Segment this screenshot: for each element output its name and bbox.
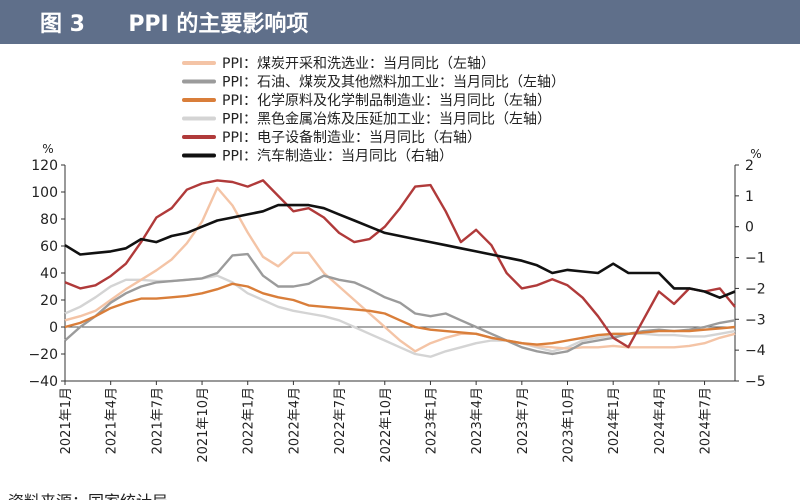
series-line-5 [64, 203, 736, 300]
x-axis-tick-label: 2021年1月 [59, 387, 74, 454]
x-axis-tick-label: 2024年4月 [653, 387, 668, 454]
series-line-2 [64, 282, 736, 346]
legend-label: PPI：石油、煤炭及其他燃料加工业：当月同比（左轴） [222, 74, 565, 91]
left-axis-tick-label: 0 [49, 320, 58, 336]
series-line-1 [64, 252, 736, 356]
legend-label: PPI：电子设备制造业：当月同比（右轴） [222, 129, 481, 146]
right-axis-tick-label: −3 [745, 312, 766, 328]
series-line-3 [64, 274, 736, 358]
x-axis-tick-label: 2023年10月 [562, 387, 577, 463]
x-axis-tick-label: 2023年7月 [516, 387, 531, 454]
x-axis-tick-label: 2021年7月 [150, 387, 165, 454]
source-note: 资料来源：国家统计局 [8, 492, 168, 500]
legend-label: PPI：黑色金属冶炼及压延加工业：当月同比（左轴） [222, 111, 551, 128]
left-axis-tick-label: 20 [40, 293, 58, 309]
right-axis-tick-label: −4 [745, 343, 766, 359]
legend-label: PPI：化学原料及化学制品制造业：当月同比（左轴） [222, 93, 551, 109]
right-axis-unit: % [750, 147, 761, 161]
right-axis-tick-label: −1 [745, 251, 766, 267]
right-axis-tick-label: 1 [745, 189, 754, 205]
left-axis-tick-label: 120 [31, 158, 58, 174]
legend-label: PPI：煤炭开采和洗选业：当月同比（左轴） [222, 56, 495, 72]
right-axis-tick-label: −2 [745, 281, 766, 297]
x-axis-tick-label: 2024年1月 [607, 387, 622, 454]
x-axis-tick-label: 2023年1月 [424, 387, 439, 454]
left-axis-unit: % [42, 142, 53, 156]
left-axis-tick-label: −40 [28, 374, 58, 390]
figure-title: PPI 的主要影响项 [128, 12, 309, 37]
series-line-0 [64, 186, 736, 353]
x-axis-tick-label: 2021年10月 [196, 387, 211, 463]
left-axis-tick-label: 80 [40, 212, 58, 228]
right-axis-tick-label: 2 [745, 158, 754, 174]
x-axis-tick-label: 2023年4月 [470, 387, 485, 454]
x-axis-tick-label: 2021年4月 [105, 387, 120, 454]
figure-label: 图 3 [40, 12, 85, 37]
left-axis-tick-label: 40 [40, 266, 58, 282]
figure-header: 图 3 PPI 的主要影响项 [0, 0, 800, 44]
x-axis-tick-label: 2022年1月 [242, 387, 257, 454]
right-axis-tick-label: −5 [745, 374, 766, 390]
series-line-4 [64, 179, 736, 349]
legend-label: PPI：汽车制造业：当月同比（右轴） [222, 148, 453, 165]
x-axis-tick-label: 2024年7月 [699, 387, 714, 454]
x-axis-tick-label: 2022年7月 [333, 387, 348, 454]
x-axis-tick-label: 2022年4月 [287, 387, 302, 454]
left-axis-tick-label: 100 [31, 185, 58, 201]
x-axis-tick-label: 2022年10月 [379, 387, 394, 463]
right-axis-tick-label: 0 [745, 220, 754, 236]
left-axis-tick-label: −20 [28, 347, 58, 363]
left-axis-tick-label: 60 [40, 239, 58, 255]
